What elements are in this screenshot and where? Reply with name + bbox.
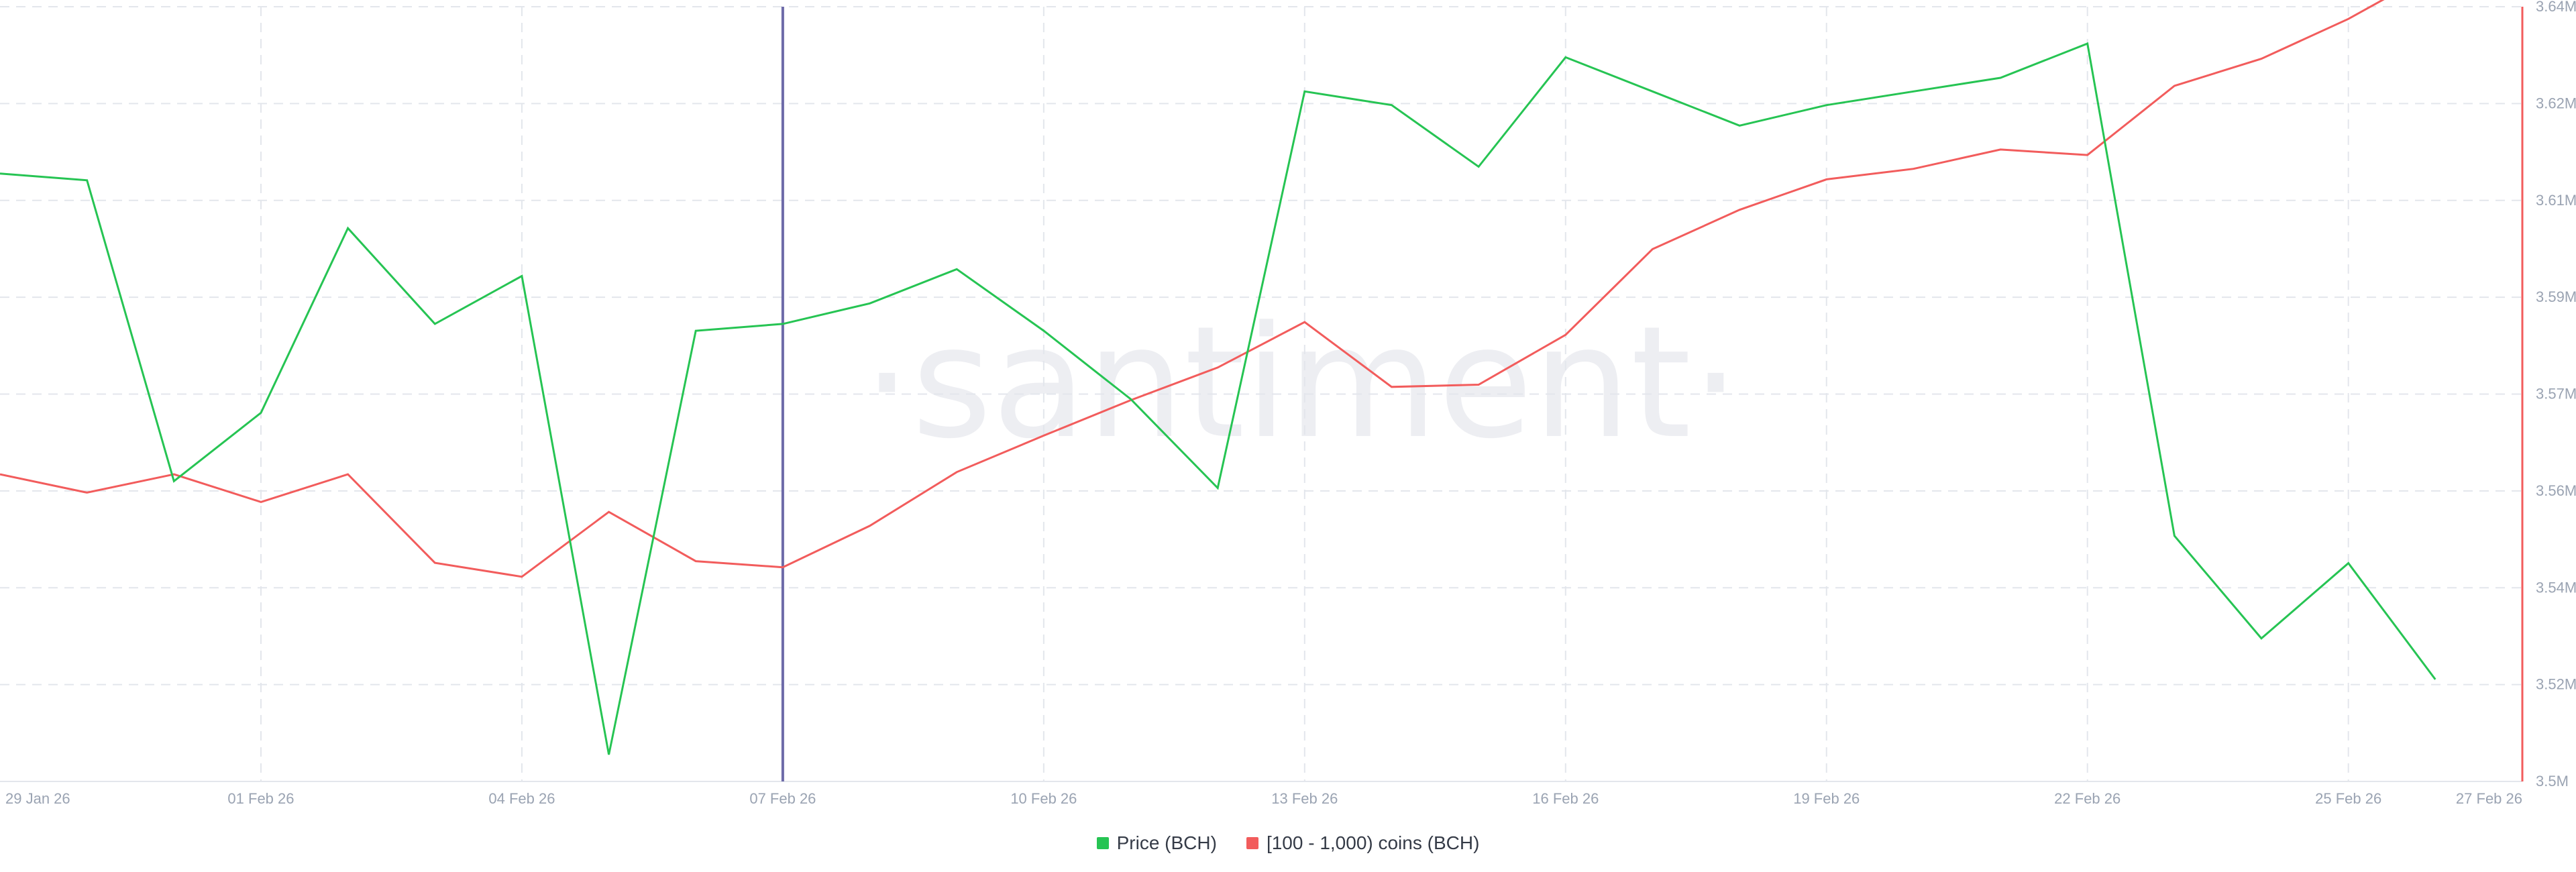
- coins-series-line: [0, 0, 2385, 578]
- series-layer: [0, 0, 2436, 781]
- legend: Price (BCH) [100 - 1,000) coins (BCH): [0, 826, 2576, 860]
- x-tick-label: 19 Feb 26: [1793, 790, 1860, 807]
- y-tick-label: 3.57M: [2536, 386, 2576, 402]
- legend-label-coins: [100 - 1,000) coins (BCH): [1266, 832, 1480, 853]
- legend-label-price: Price (BCH): [1116, 832, 1217, 853]
- y-tick-label: 3.56M: [2536, 482, 2576, 499]
- legend-item-price[interactable]: Price (BCH): [1096, 832, 1217, 854]
- y-tick-label: 3.64M: [2536, 0, 2576, 15]
- grid-lines: [0, 6, 2522, 781]
- x-tick-label: 07 Feb 26: [749, 790, 816, 807]
- x-tick-label: 13 Feb 26: [1271, 790, 1338, 807]
- y-tick-label: 3.61M: [2536, 192, 2576, 209]
- legend-item-coins[interactable]: [100 - 1,000) coins (BCH): [1246, 832, 1479, 854]
- y-tick-label: 3.5M: [2536, 773, 2569, 789]
- price-series-line: [0, 42, 2436, 755]
- x-tick-label: 10 Feb 26: [1010, 790, 1077, 807]
- x-tick-label: 01 Feb 26: [227, 790, 294, 807]
- y-tick-label: 3.62M: [2536, 95, 2576, 111]
- price-swatch-icon: [1096, 837, 1109, 849]
- line-chart: ·santiment· 3.5M 3.52M 3.54M 3.56M 3.57M 3.59…: [0, 0, 2576, 807]
- x-tick-label: 22 Feb 26: [2054, 790, 2121, 807]
- y-tick-label: 3.54M: [2536, 579, 2576, 596]
- x-tick-label: 04 Feb 26: [488, 790, 555, 807]
- x-tick-label: 29 Jan 26: [5, 790, 70, 807]
- coins-swatch-icon: [1246, 837, 1258, 849]
- x-tick-label: 25 Feb 26: [2315, 790, 2381, 807]
- x-tick-label: 27 Feb 26: [2456, 790, 2522, 807]
- y-tick-label: 3.59M: [2536, 288, 2576, 305]
- axes: 3.5M 3.52M 3.54M 3.56M 3.57M 3.59M 3.61M 3.62M 3…: [0, 0, 2576, 807]
- santiment-watermark: ·santiment·: [863, 294, 1740, 473]
- x-tick-label: 16 Feb 26: [1532, 790, 1599, 807]
- y-tick-label: 3.52M: [2536, 676, 2576, 693]
